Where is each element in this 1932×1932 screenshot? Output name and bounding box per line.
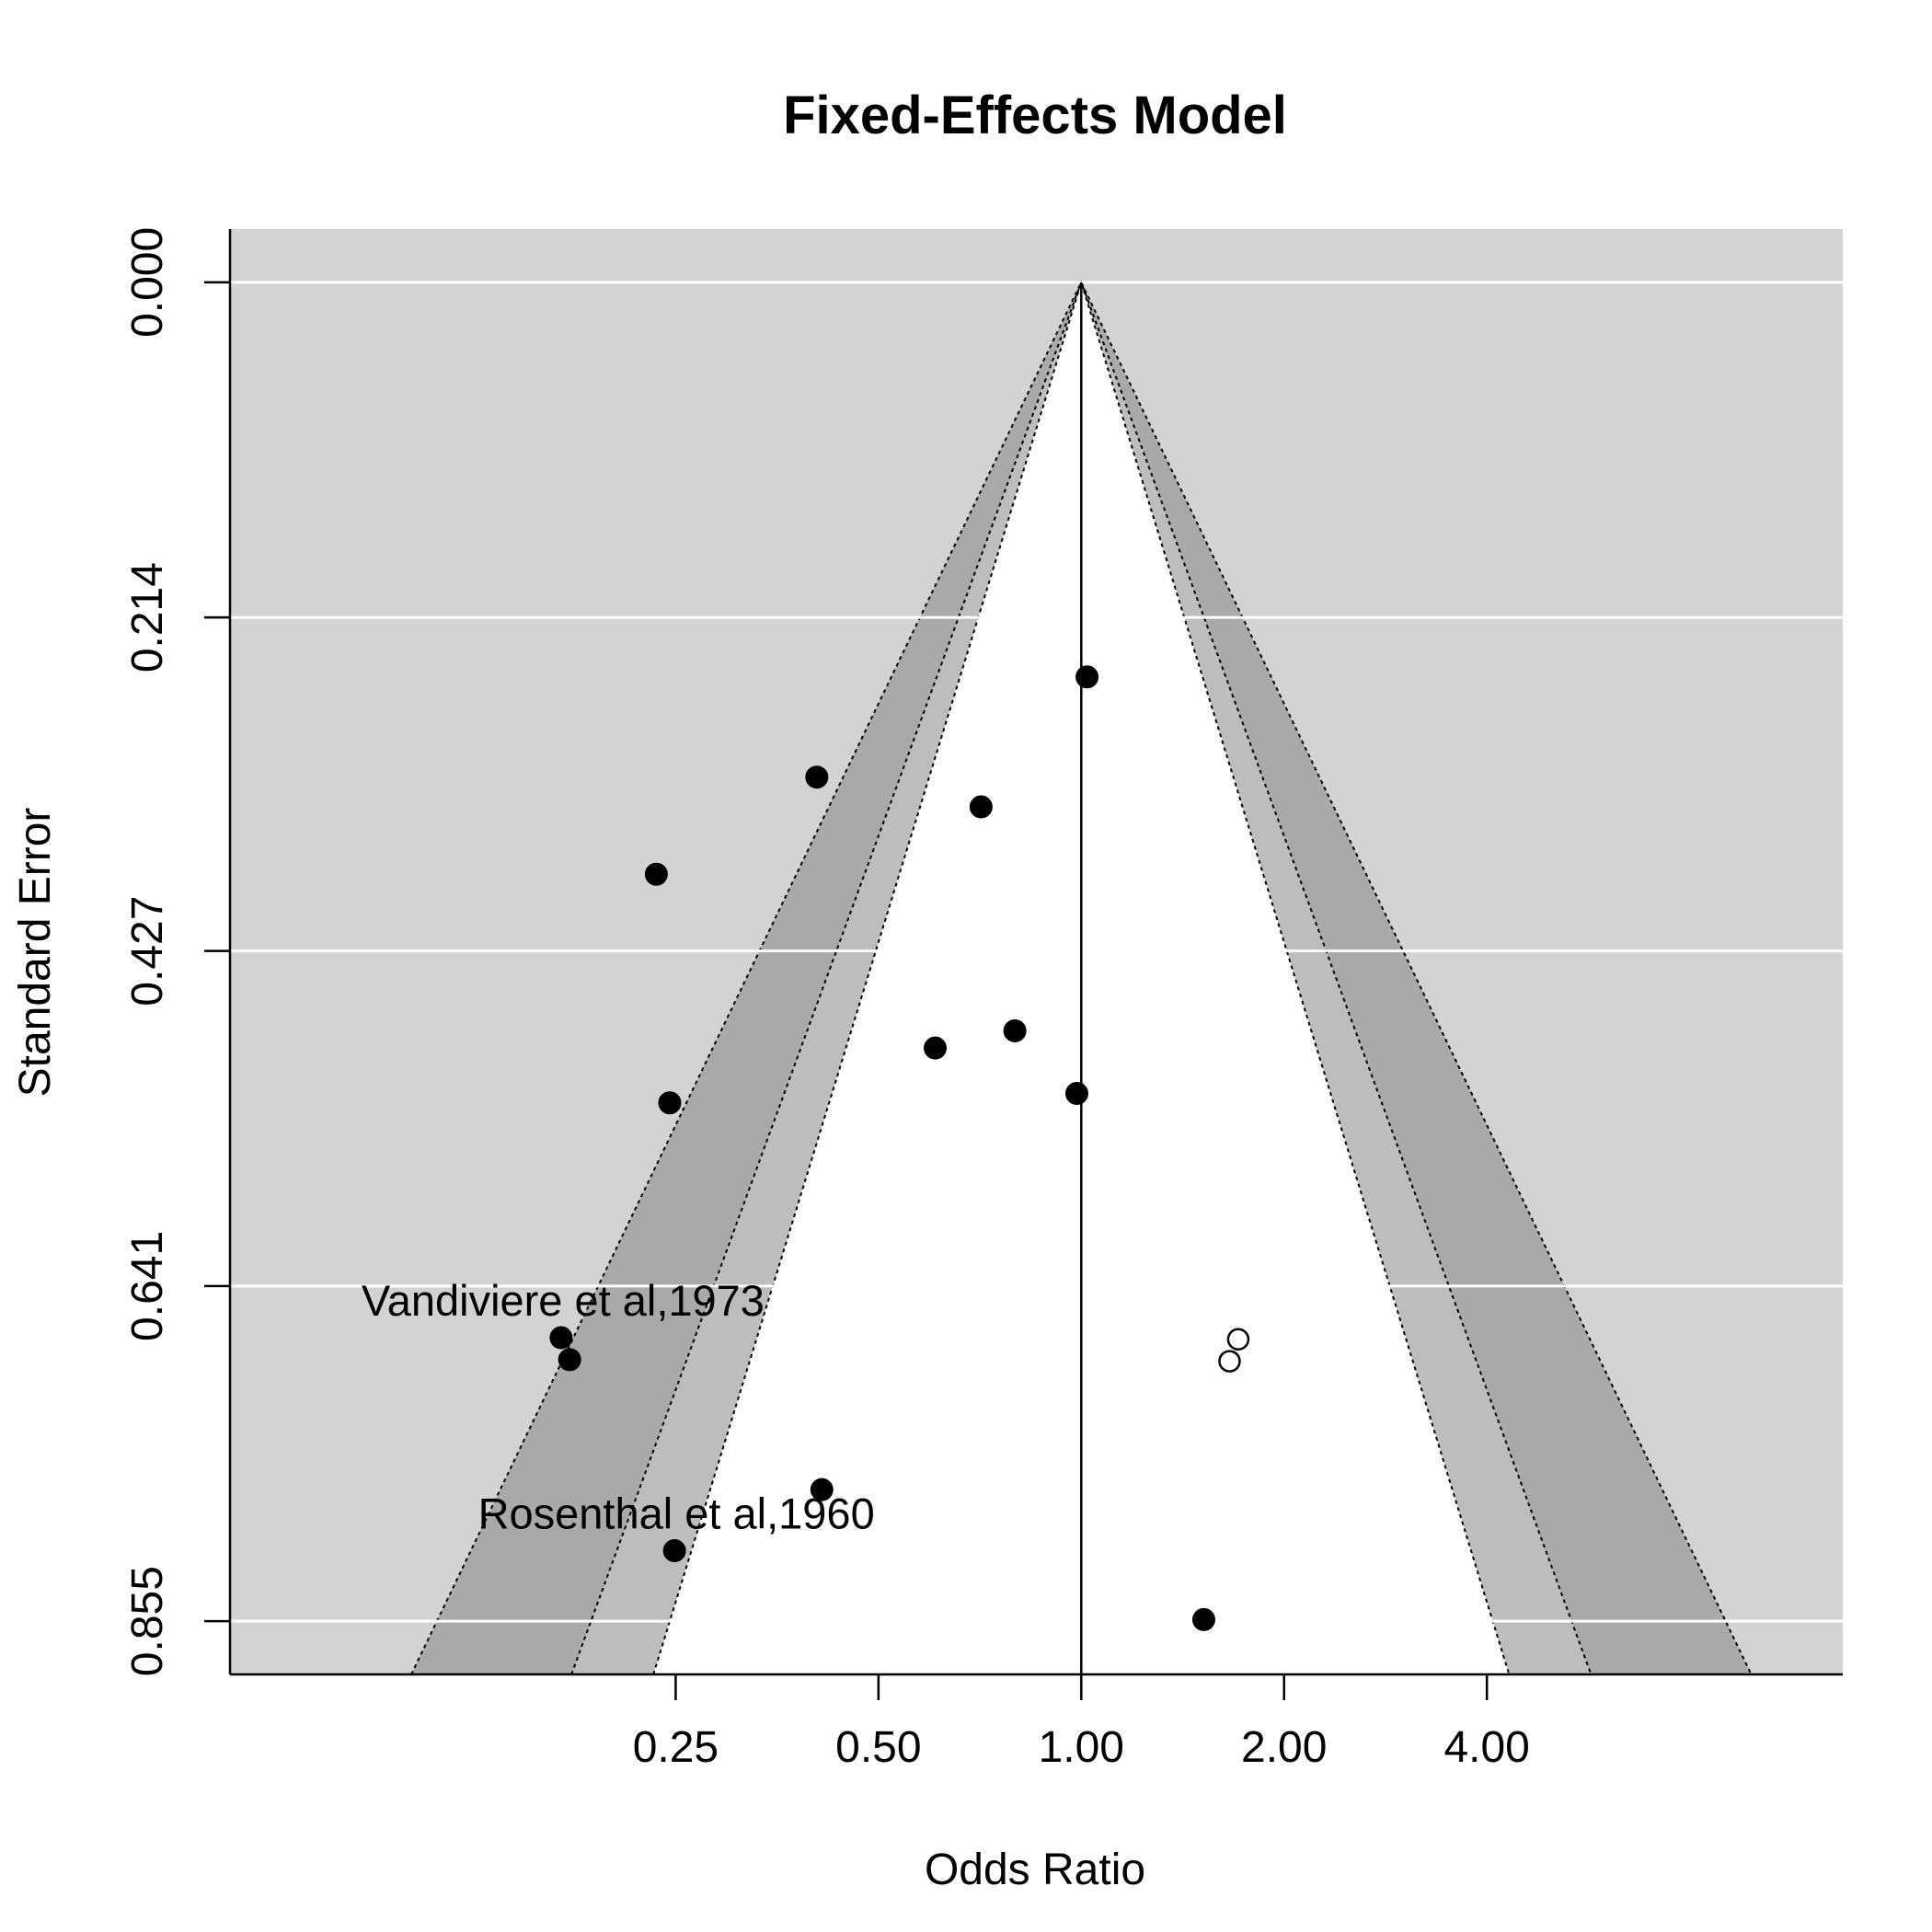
- study-points: [549, 665, 1250, 1631]
- study-point-7: [1064, 1082, 1088, 1106]
- study-label: Rosenthal et al,1960: [478, 1489, 875, 1538]
- x-tick-label: 1.00: [1039, 1723, 1124, 1772]
- chart-title: Fixed-Effects Model: [783, 86, 1287, 145]
- imputed-study-point-14: [1226, 1328, 1250, 1351]
- x-tick-label: 4.00: [1443, 1723, 1529, 1772]
- x-axis-label: Odds Ratio: [925, 1846, 1145, 1894]
- study-point-13: [1191, 1607, 1215, 1631]
- x-tick-label: 2.00: [1241, 1723, 1327, 1772]
- study-point-1: [1075, 665, 1099, 689]
- study-point-9: [549, 1326, 573, 1350]
- imputed-study-point-15: [1218, 1350, 1241, 1373]
- y-tick-label: 0.214: [123, 562, 172, 673]
- x-tick-label: 0.50: [835, 1723, 921, 1772]
- y-tick-label: 0.641: [123, 1231, 172, 1341]
- x-tick-label: 0.25: [633, 1723, 719, 1772]
- study-point-8: [658, 1091, 682, 1115]
- y-tick-label: 0.855: [123, 1566, 172, 1676]
- y-tick-label: 0.000: [123, 227, 172, 338]
- study-point-2: [805, 765, 829, 789]
- horizontal-gridlines: [230, 281, 1843, 1623]
- study-annotations: Vandiviere et al,1973 Rosenthal et al,196…: [362, 1276, 875, 1537]
- y-axis-label: Standard Error: [11, 808, 60, 1098]
- study-point-10: [558, 1348, 581, 1372]
- study-label: Vandiviere et al,1973: [362, 1276, 765, 1325]
- study-point-6: [924, 1036, 948, 1060]
- axes: 0.25 0.50 1.00 2.00 4.00 0.000 0.214 0.427 0.641…: [123, 227, 1843, 1772]
- study-point-5: [1003, 1018, 1027, 1042]
- study-point-3: [969, 795, 993, 819]
- y-tick-label: 0.427: [123, 896, 172, 1006]
- study-point-11: [810, 1478, 834, 1501]
- study-point-12: [662, 1539, 686, 1563]
- study-point-4: [644, 862, 668, 886]
